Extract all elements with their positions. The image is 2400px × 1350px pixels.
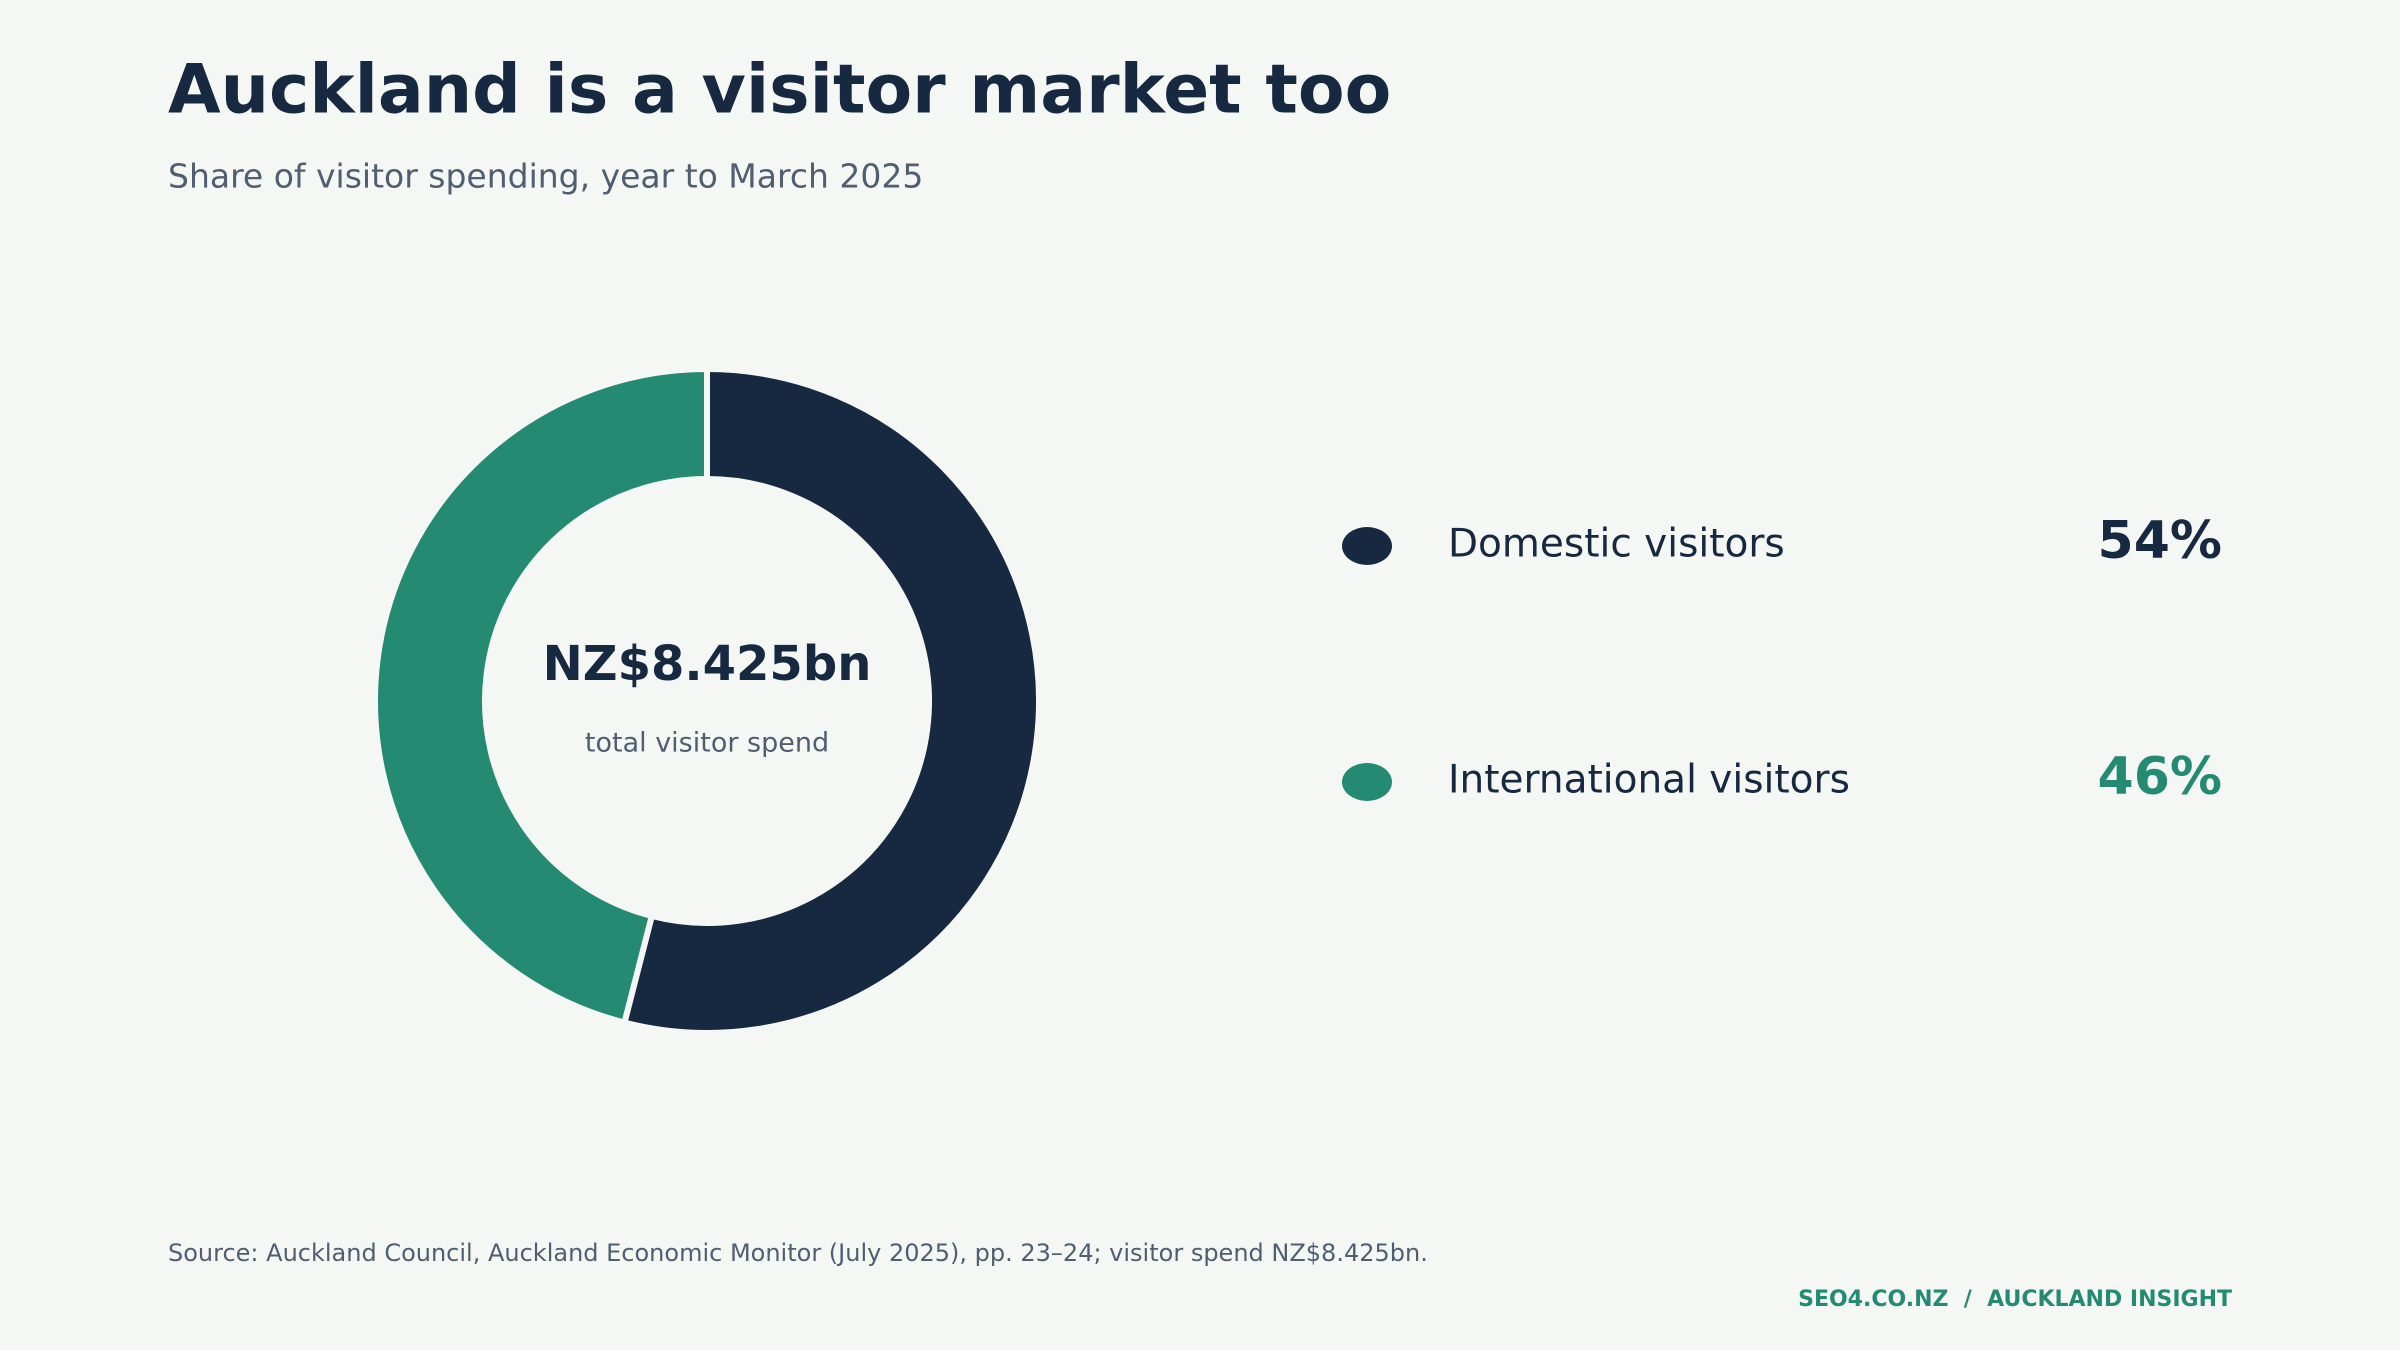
center-value: NZ$8.425bn	[543, 636, 872, 692]
source-note: Source: Auckland Council, Auckland Econo…	[168, 1239, 1428, 1267]
chart-title: Auckland is a visitor market too	[168, 51, 1391, 130]
brand: SEO4.CO.NZ / AUCKLAND INSIGHT	[1798, 1287, 2232, 1312]
legend-marker	[1342, 527, 1392, 565]
chart-subtitle: Share of visitor spending, year to March…	[168, 157, 923, 196]
value-label: 46%	[2098, 747, 2222, 807]
center-label: total visitor spend	[585, 728, 829, 759]
donut-slice	[620, 365, 1042, 1036]
value-label: 54%	[2098, 511, 2222, 571]
legend-label: International visitors	[1448, 758, 1850, 803]
legend-marker	[1342, 763, 1392, 801]
legend-label: Domestic visitors	[1448, 522, 1785, 567]
donut-slice	[372, 365, 710, 1027]
